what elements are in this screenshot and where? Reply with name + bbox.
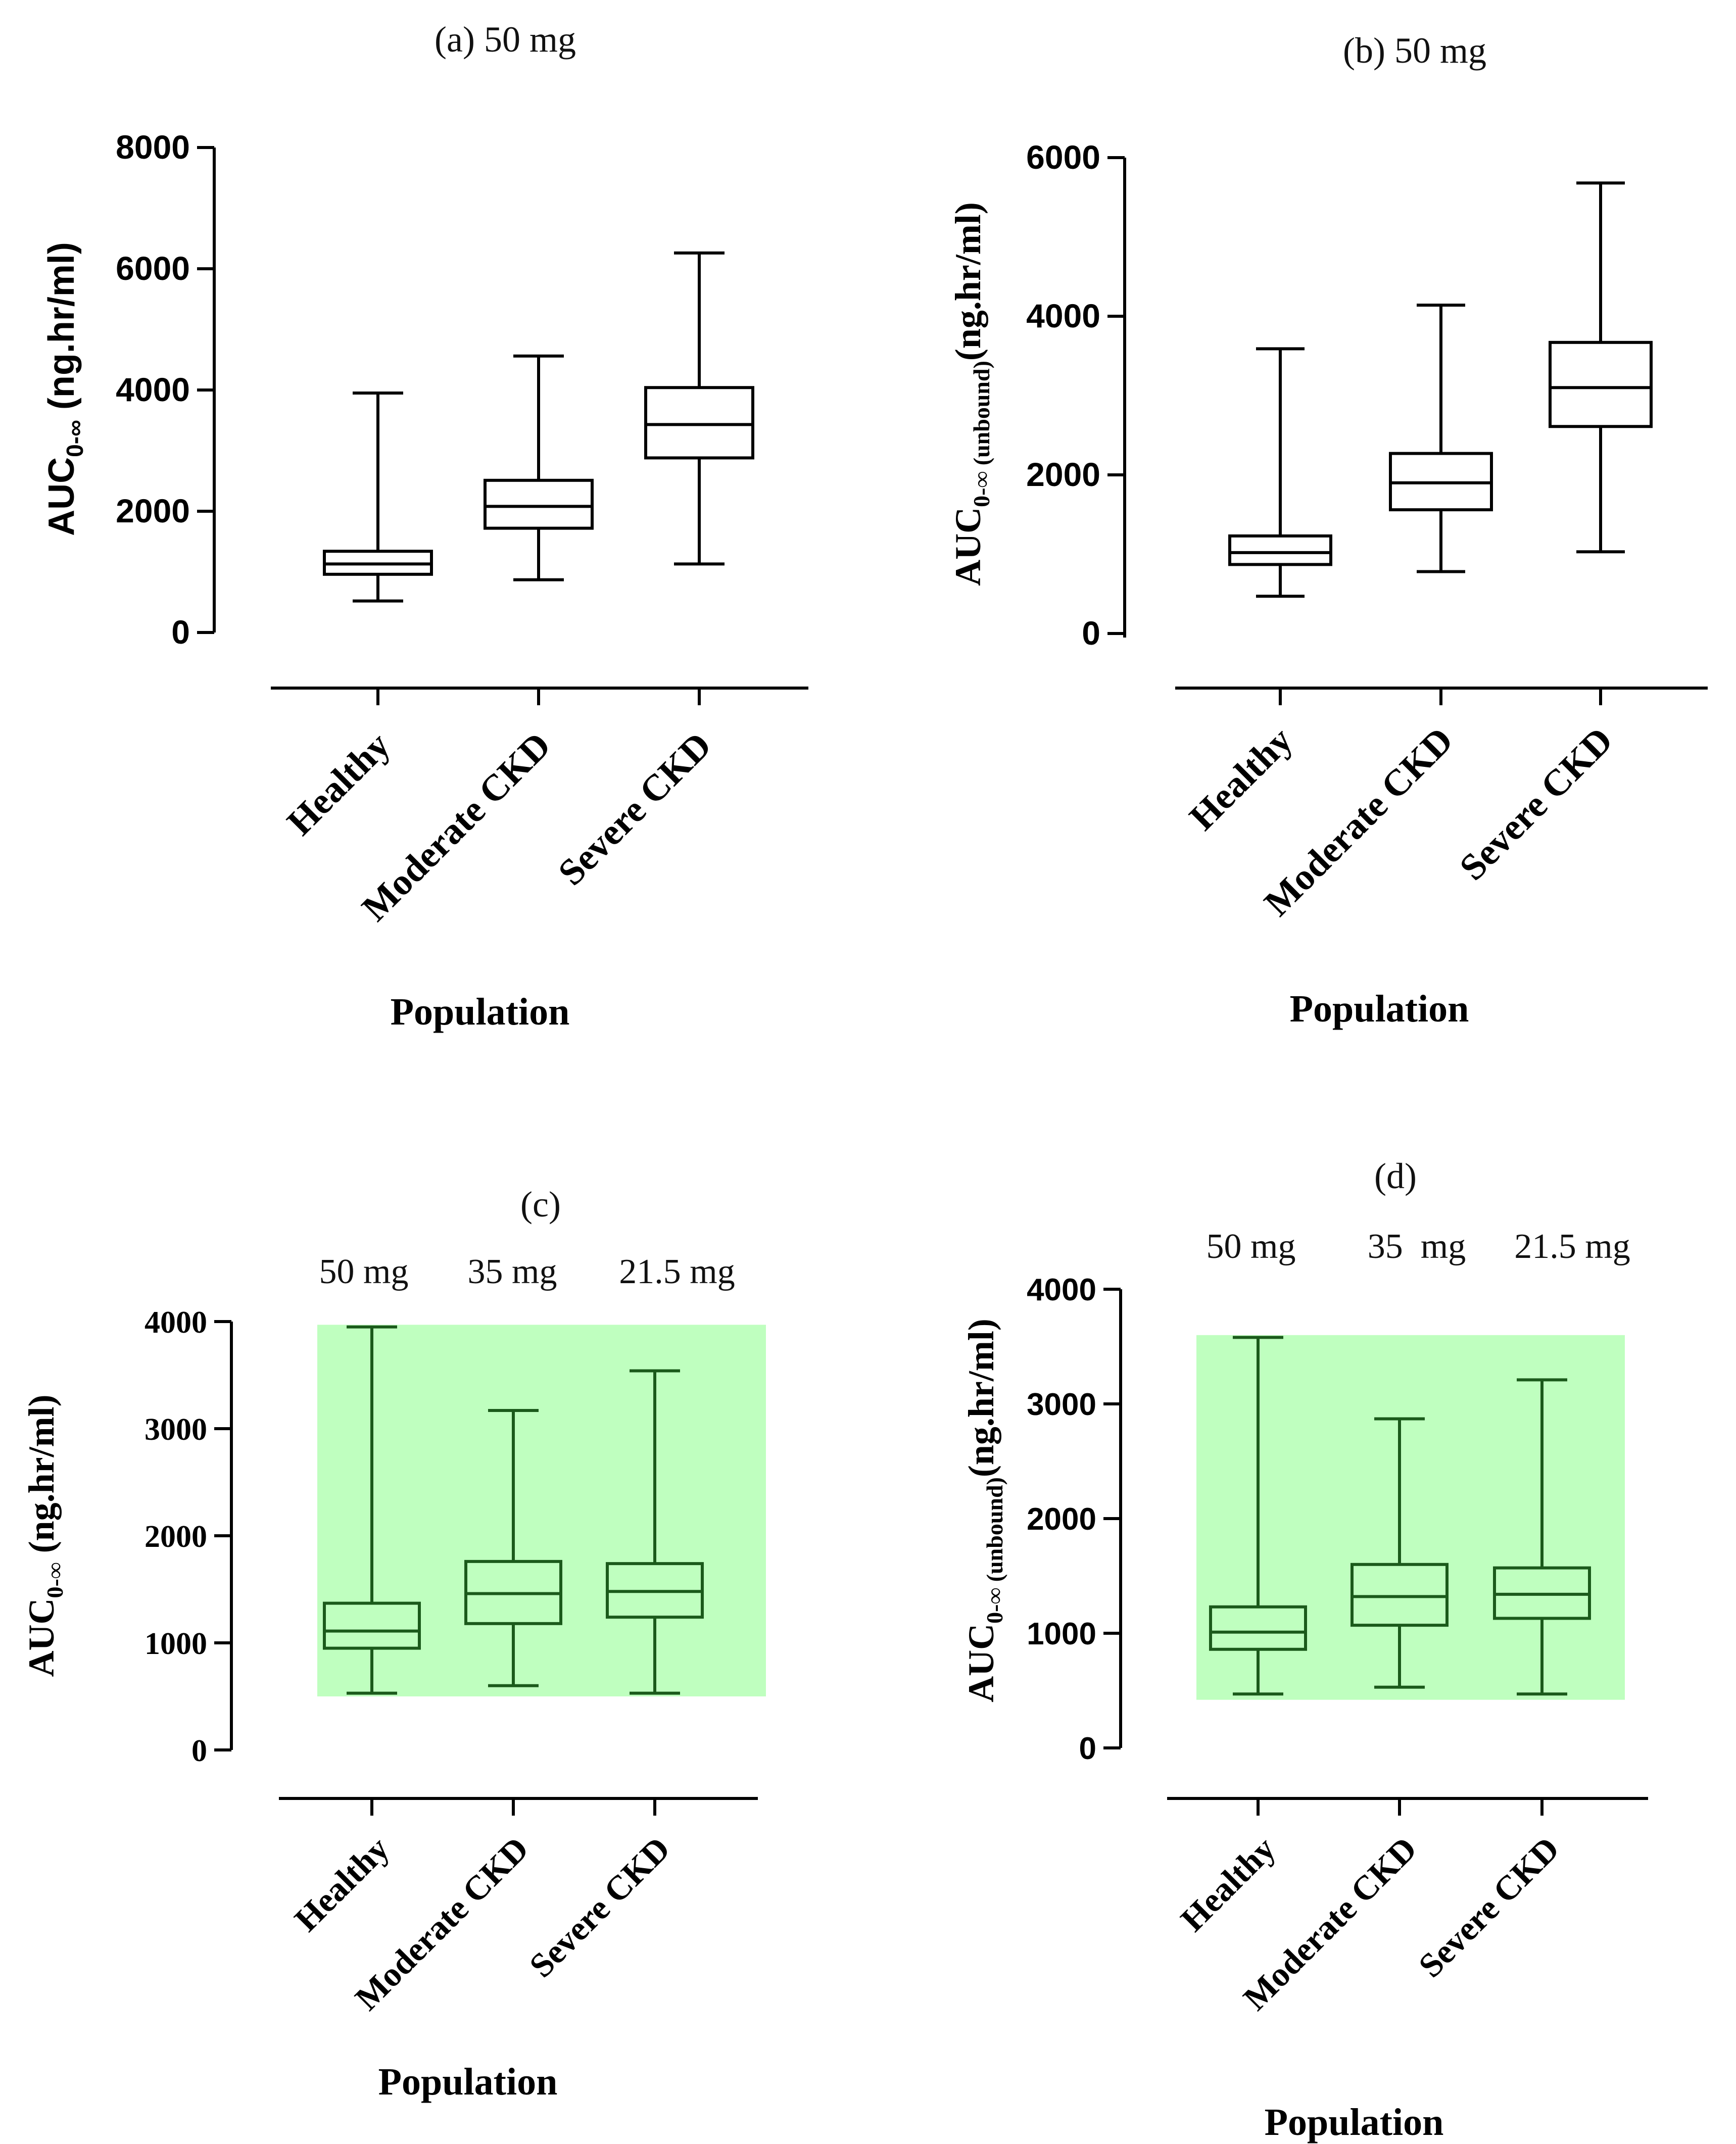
panel-c-box-moderate-ckd	[464, 1408, 562, 1687]
panel-a-ytick-label: 4000	[116, 371, 190, 408]
panel-b-ytick-label: 4000	[1026, 297, 1100, 334]
panel-d-reference-band	[1196, 1335, 1625, 1700]
panel-b-title: (b) 50 mg	[1343, 30, 1486, 71]
panel-a-x-ticks	[376, 688, 701, 705]
panel-a-ytick-label: 6000	[116, 250, 190, 287]
panel-b-boxes	[1228, 181, 1653, 598]
panel-c-ytick-label: 1000	[144, 1627, 207, 1661]
panel-a-ytick-label: 8000	[116, 128, 190, 166]
panel-d-x-ticks	[1257, 1798, 1544, 1816]
panel-d-dose-label-healthy: 50 mg	[1207, 1227, 1296, 1266]
panel-c-y-axis-label: AUC0-∞ (ng.hr/ml)	[21, 1394, 68, 1677]
panel-d-boxes	[1209, 1336, 1591, 1696]
panel-d-ytick-label: 2000	[1027, 1502, 1096, 1537]
panel-d-ytick-label: 1000	[1027, 1617, 1096, 1651]
panel-b-box-severe-ckd	[1549, 181, 1653, 554]
panel-a-title: (a) 50 mg	[435, 19, 576, 60]
panel-a-boxes	[323, 251, 754, 603]
panel-a-y-axis-label: AUC0-∞ (ng.hr/ml)	[41, 242, 88, 536]
panel-c-title: (c)	[520, 1184, 561, 1225]
panel-c-dose-label-moderate: 35 mg	[468, 1252, 557, 1291]
panel-c-ytick-label: 0	[191, 1734, 207, 1768]
panel-c-boxes	[323, 1325, 704, 1695]
panel-c-x-ticks	[370, 1798, 656, 1816]
panel-c-y-ticks: 0 1000 2000 3000 4000	[144, 1305, 231, 1768]
panel-b-ytick-label: 2000	[1026, 456, 1100, 493]
panel-c-reference-band	[317, 1325, 766, 1696]
panel-c-dose-label-healthy: 50 mg	[319, 1252, 409, 1291]
panel-c-ytick-label: 3000	[144, 1412, 207, 1447]
panel-a-x-axis-label: Population	[391, 991, 570, 1033]
panel-b-y-ticks: 0 2000 4000 6000	[1026, 138, 1125, 652]
panel-b-iqr-box	[1228, 534, 1332, 566]
panel-b-ytick-label: 0	[1082, 614, 1100, 652]
panel-c-ytick-label: 4000	[144, 1305, 207, 1340]
panel-a-box-moderate-ckd	[484, 354, 594, 581]
panel-b-x-axis-label: Population	[1290, 988, 1469, 1030]
panel-d-y-ticks: 0 1000 2000 3000 4000	[1027, 1273, 1121, 1766]
panel-c-dose-label-severe: 21.5 mg	[619, 1252, 735, 1291]
panel-d-dose-label-moderate: 35 mg	[1368, 1227, 1466, 1266]
panel-d-box-severe-ckd	[1493, 1378, 1591, 1696]
panel-a-box-healthy	[323, 392, 433, 603]
panel-b-box-healthy	[1228, 347, 1332, 598]
panel-d-ytick-label: 0	[1079, 1731, 1096, 1766]
panel-c-ytick-label: 2000	[144, 1520, 207, 1554]
panel-a-iqr-box	[484, 478, 594, 530]
panel-b-ytick-label: 6000	[1026, 138, 1100, 176]
panel-a-ytick-label: 0	[171, 613, 190, 651]
panel-c-x-axis-label: Population	[378, 2061, 558, 2103]
panel-d-iqr-box	[1351, 1563, 1449, 1627]
panel-c-iqr-box	[323, 1601, 421, 1650]
panel-b-y-axis-label: AUC0-∞ (unbound)(ng.hr/ml)	[948, 202, 994, 586]
panel-d-box-healthy	[1209, 1336, 1307, 1696]
panel-c-box-severe-ckd	[606, 1369, 704, 1695]
panel-a-ytick-label: 2000	[116, 492, 190, 529]
panel-c-band-layer	[317, 1325, 766, 1696]
panel-d-ytick-label: 4000	[1027, 1273, 1096, 1307]
panel-d-title: (d)	[1374, 1156, 1417, 1196]
panel-b-box-moderate-ckd	[1389, 304, 1493, 573]
panel-a-box-severe-ckd	[644, 251, 754, 566]
panel-d-iqr-box	[1209, 1605, 1307, 1651]
panel-b-iqr-box	[1549, 340, 1653, 428]
panel-d-box-moderate-ckd	[1351, 1417, 1449, 1689]
panel-d-band-layer	[1196, 1335, 1625, 1700]
panel-b-x-ticks	[1279, 688, 1602, 705]
panel-a-y-ticks: 0 2000 4000 6000 8000	[116, 128, 214, 651]
panel-d-ytick-label: 3000	[1027, 1387, 1096, 1422]
panel-d-x-axis-label: Population	[1265, 2101, 1444, 2143]
panel-a-iqr-box	[644, 386, 754, 460]
panel-d-y-axis-label: AUC0-∞ (unbound)(ng.hr/ml)	[961, 1319, 1007, 1702]
panel-c-box-healthy	[323, 1325, 421, 1695]
panel-d-dose-label-severe: 21.5 mg	[1514, 1227, 1630, 1266]
